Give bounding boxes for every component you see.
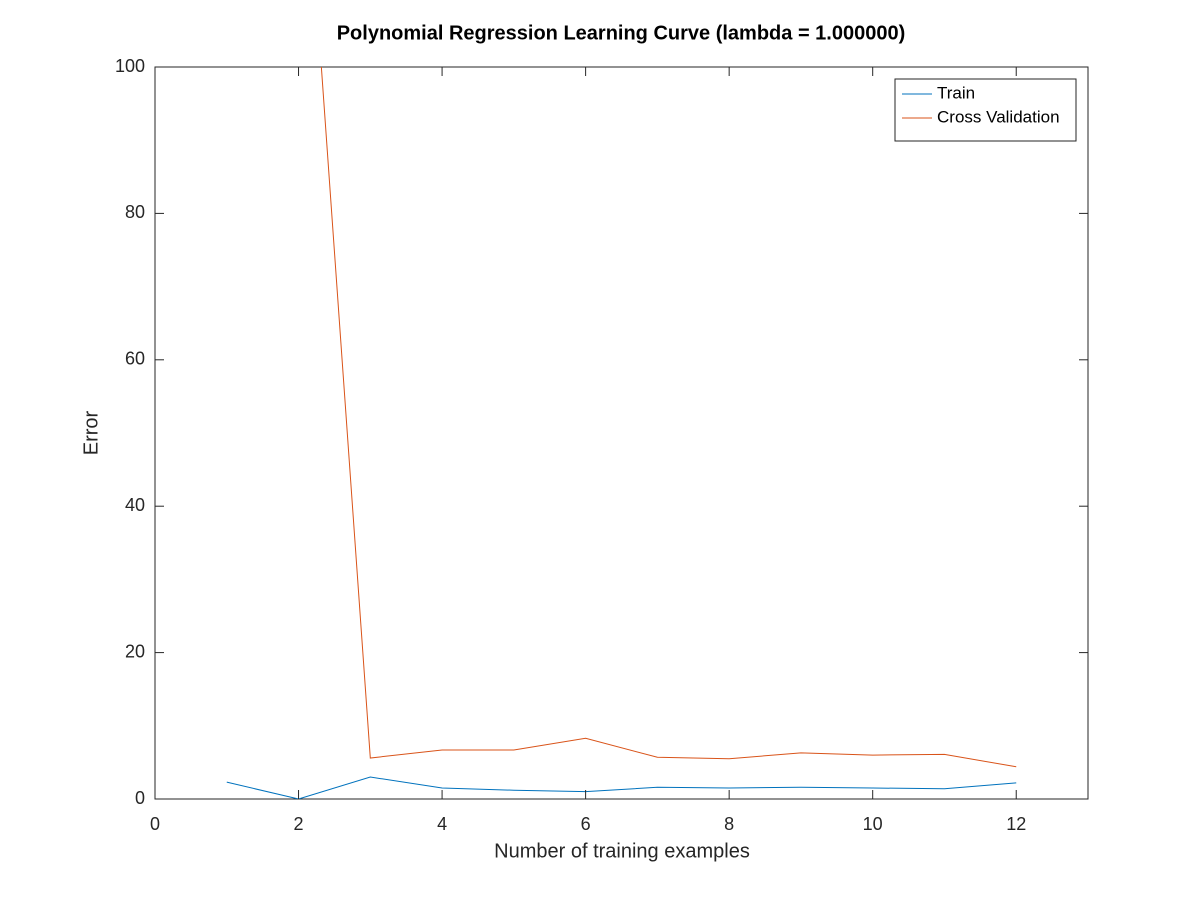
y-tick-label: 20	[125, 641, 145, 661]
chart-title: Polynomial Regression Learning Curve (la…	[337, 22, 906, 44]
x-tick-label: 0	[150, 814, 160, 834]
y-tick-label: 40	[125, 495, 145, 515]
y-tick-label: 60	[125, 349, 145, 369]
x-axis-label: Number of training examples	[494, 840, 750, 862]
y-axis-label: Error	[80, 410, 102, 455]
series-line	[320, 67, 1017, 768]
x-tick-label: 8	[724, 814, 734, 834]
y-tick-label: 80	[125, 202, 145, 222]
series-line	[226, 776, 1017, 799]
x-tick-label: 2	[294, 814, 304, 834]
x-tick-label: 10	[863, 814, 883, 834]
y-tick-label: 100	[115, 56, 145, 76]
legend-label: Cross Validation	[937, 107, 1060, 126]
x-tick-label: 4	[437, 814, 447, 834]
y-tick-label: 0	[135, 788, 145, 808]
x-tick-label: 12	[1006, 814, 1026, 834]
legend-label: Train	[937, 83, 975, 102]
series-group	[226, 67, 1017, 799]
plot-area	[154, 66, 1089, 800]
x-tick-label: 6	[581, 814, 591, 834]
legend-box	[894, 78, 1077, 142]
